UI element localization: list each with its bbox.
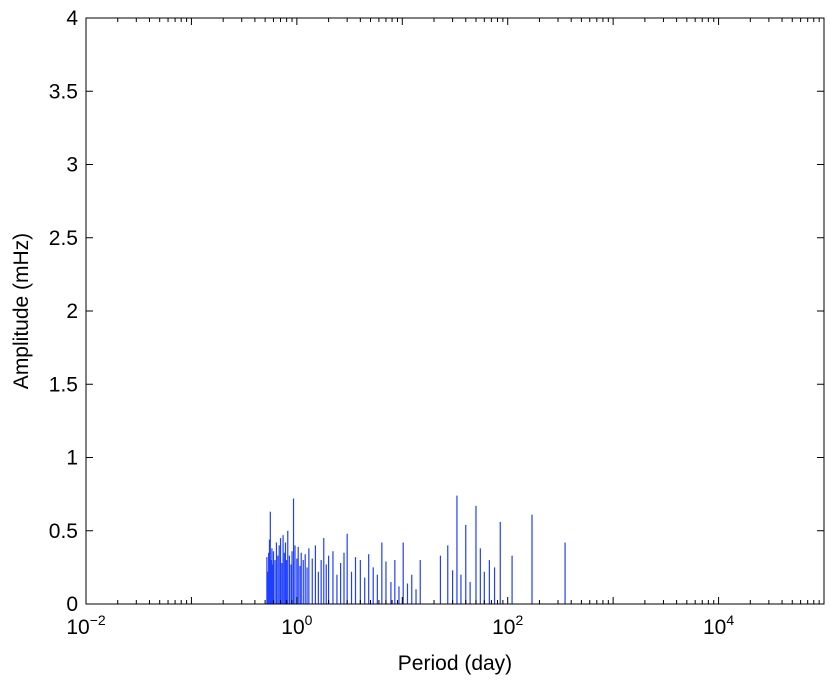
x-tick-base: 10 xyxy=(492,616,515,639)
y-tick-label: 1.5 xyxy=(49,373,78,396)
x-tick-exponent: 2 xyxy=(515,612,523,628)
x-axis-title: Period (day) xyxy=(398,652,512,675)
y-axis: 0 0.5 1 1.5 2 2.5 3 3.5 4 xyxy=(49,7,824,616)
x-tick-base: 10 xyxy=(703,616,726,639)
y-tick-label: 3 xyxy=(66,154,78,177)
x-tick-exponent: 0 xyxy=(305,612,313,628)
y-tick-label: 1 xyxy=(66,447,78,470)
x-tick-base: 10 xyxy=(281,616,304,639)
x-tick-label: 100 xyxy=(281,612,312,639)
y-tick-label: 0.5 xyxy=(49,520,78,543)
y-tick-label: 0 xyxy=(66,593,78,616)
x-tick-exponent: 4 xyxy=(726,612,734,628)
x-tick-label: 104 xyxy=(703,612,734,639)
plot-background xyxy=(86,18,824,604)
y-tick-label: 4 xyxy=(66,7,78,30)
y-tick-label: 2 xyxy=(66,300,78,323)
y-tick-label: 2.5 xyxy=(49,227,78,250)
bar-series xyxy=(266,495,566,604)
x-tick-label: 10−2 xyxy=(66,612,106,639)
x-axis: 10−2 100 102 104 xyxy=(66,18,820,639)
x-tick-base: 10 xyxy=(66,616,89,639)
y-axis-title: Amplitude (mHz) xyxy=(10,233,33,389)
x-tick-label: 102 xyxy=(492,612,523,639)
x-tick-exponent: −2 xyxy=(90,612,106,628)
y-tick-label: 3.5 xyxy=(49,80,78,103)
